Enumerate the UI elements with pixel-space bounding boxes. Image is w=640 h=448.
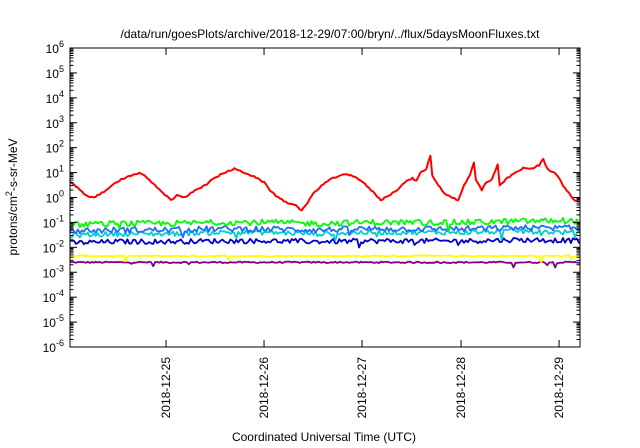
series-line-5 [70, 254, 580, 264]
y-tick-label: 10-4 [43, 288, 64, 305]
x-tick-label: 2018-12-29 [552, 357, 566, 419]
y-tick-label: 100 [46, 189, 64, 206]
y-tick-label: 106 [46, 39, 64, 56]
y-axis: 10-6 10-5 10-4 10-3 10-2 10-1 100 101 102 103 104 1… [43, 39, 580, 355]
y-tick-label: 105 [46, 64, 64, 81]
y-tick-label: 104 [46, 89, 64, 106]
x-tick-label: 2018-12-25 [159, 357, 173, 419]
x-axis-label: Coordinated Universal Time (UTC) [232, 430, 416, 444]
series-line-1 [70, 217, 580, 232]
y-tick-label: 10-5 [43, 313, 64, 330]
x-tick-label: 2018-12-28 [454, 357, 468, 419]
y-tick-label: 101 [46, 164, 64, 181]
plot-frame [69, 47, 581, 348]
x-axis: 2018-12-25 2018-12-26 2018-12-27 2018-12-28… [159, 48, 566, 418]
y-axis-label: protons/cm2-s-sr-MeV [4, 138, 20, 255]
y-tick-label: 10-1 [43, 213, 64, 230]
y-tick-label: 102 [46, 139, 64, 156]
y-tick-label: 103 [46, 114, 64, 131]
y-tick-label: 10-3 [43, 263, 64, 280]
x-tick-label: 2018-12-26 [257, 357, 271, 419]
x-tick-label: 2018-12-27 [355, 357, 369, 419]
series-line-3 [70, 224, 580, 239]
chart-title: /data/run/goesPlots/archive/2018-12-29/0… [121, 27, 541, 41]
series-line-0 [70, 154, 580, 212]
series-line-2 [70, 227, 580, 242]
series-line-6 [70, 260, 580, 269]
series-line-4 [70, 237, 580, 249]
y-tick-label: 10-6 [43, 338, 64, 355]
y-tick-label: 10-2 [43, 238, 64, 255]
